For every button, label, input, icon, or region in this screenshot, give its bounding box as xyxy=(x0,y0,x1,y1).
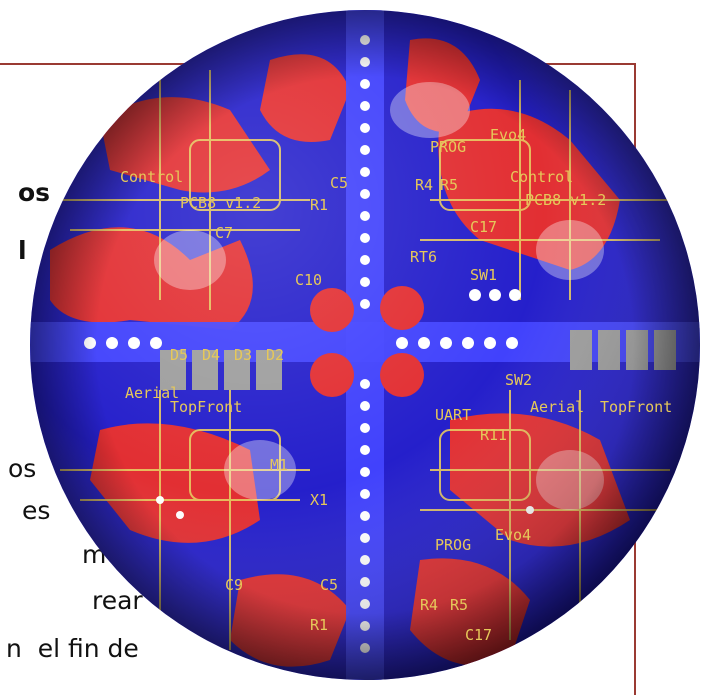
heading-fragment: l xyxy=(18,236,27,265)
silkscreen-label: C5 xyxy=(320,576,338,594)
body-text-fragment: os xyxy=(8,454,37,483)
silkscreen-label: Control xyxy=(510,168,573,186)
silkscreen-label: Aerial xyxy=(125,384,179,402)
circuit-board-sphere-icon: PROG Evo4 Control Control PCB8 v1.2 PCB8… xyxy=(10,0,709,695)
body-text-fragment: es xyxy=(22,496,51,525)
silkscreen-label: TopFront xyxy=(170,398,242,416)
silkscreen-label: R1 xyxy=(310,196,328,214)
silkscreen-label: UART xyxy=(435,406,471,424)
silkscreen-label: R5 xyxy=(450,596,468,614)
silkscreen-label: SW1 xyxy=(470,266,497,284)
silkscreen-label: R1 xyxy=(310,616,328,634)
silkscreen-label: C9 xyxy=(225,576,243,594)
silkscreen-label: RT6 xyxy=(410,248,437,266)
silkscreen-label: D4 xyxy=(202,346,220,364)
silkscreen-label: Control xyxy=(120,168,183,186)
silkscreen-label: PCB8 v1.2 xyxy=(180,194,261,212)
silkscreen-label: D5 xyxy=(170,346,188,364)
silkscreen-label: C7 xyxy=(215,224,233,242)
silkscreen-label: D2 xyxy=(266,346,284,364)
silkscreen-label: Aerial xyxy=(530,398,584,416)
silkscreen-label: C10 xyxy=(295,271,322,289)
silkscreen-label: PROG xyxy=(435,536,471,554)
silkscreen-label: PCB8 v1.2 xyxy=(525,191,606,209)
silkscreen-label: X1 xyxy=(310,491,328,509)
silkscreen-label: C17 xyxy=(465,626,492,644)
silkscreen-label: Evo4 xyxy=(490,126,526,144)
silkscreen-label: R11 xyxy=(480,426,507,444)
silkscreen-label: Evo4 xyxy=(495,526,531,544)
silkscreen-label: TopFront xyxy=(600,398,672,416)
silkscreen-label: R4 xyxy=(420,596,438,614)
silkscreen-label: SW2 xyxy=(505,371,532,389)
silkscreen-label: C17 xyxy=(470,218,497,236)
silkscreen-label: PROG xyxy=(430,138,466,156)
silkscreen-label: D3 xyxy=(234,346,252,364)
heading-fragment: os xyxy=(18,178,51,207)
silkscreen-label: M1 xyxy=(270,456,288,474)
silkscreen-label: R4 xyxy=(415,176,433,194)
silkscreen-labels: PROG Evo4 Control Control PCB8 v1.2 PCB8… xyxy=(120,126,672,644)
silkscreen-label: C5 xyxy=(330,174,348,192)
silkscreen-label: R5 xyxy=(440,176,458,194)
body-text-fragment: n el fin de xyxy=(6,634,139,663)
